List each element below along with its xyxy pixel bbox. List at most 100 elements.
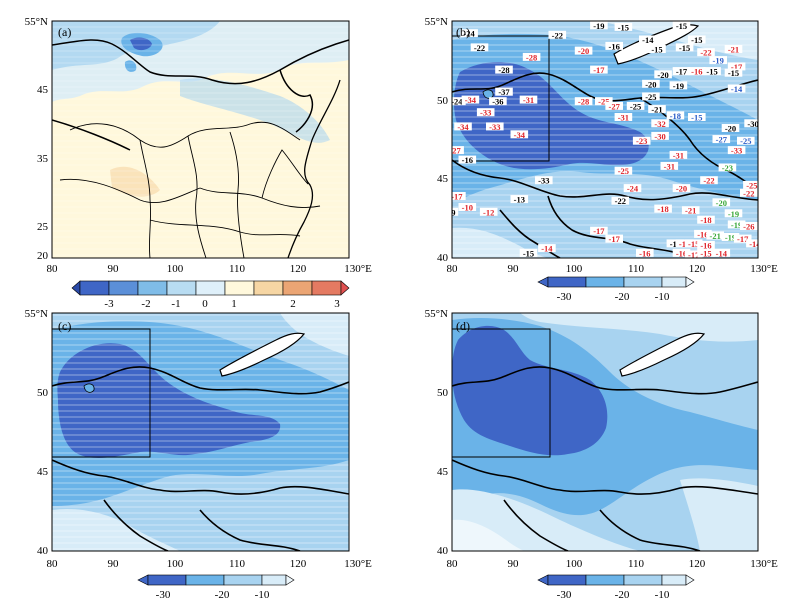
station-value-label: -28 [526,52,537,62]
station-value-label: -27 [449,146,461,156]
panel-b-stations: -24-22-22-19 -15 -15-14-16 -15 -15-15-20 -22-… [448,21,758,258]
station-value-label: -15 [688,239,699,249]
station-label-bg [452,97,466,106]
station-value-label: -15 [651,45,662,55]
station-label-bg [746,239,758,248]
station-label-bg [605,234,623,243]
panel-a-x-ticks: 80 90 100 110 120 130°E [47,263,373,275]
station-label-bg [605,41,623,50]
panel-c: (c) 55°N 50 45 40 80 90 100 110 120 130°… [25,308,372,601]
station-value-label: -34 [514,130,526,140]
station-label-bg [590,21,608,30]
panel-b-x-tick: 90 [508,263,520,275]
panel-d-colorbar-label: -20 [615,589,630,601]
station-label-bg [727,220,746,229]
station-label-bg [510,130,529,139]
station-value-label: -15 [679,43,690,53]
panel-b-colorbar-label: -20 [615,291,630,303]
panel-b-colorbar-labels: -30 -20 -10 [557,291,670,303]
station-value-label: -15 [676,21,687,31]
panel-d-map [452,313,758,551]
station-value-label: -21 [728,45,739,55]
panel-b-y-tick: 55°N [425,16,448,28]
station-value-label: -34 [457,122,469,132]
station-label-bg [595,97,613,106]
station-label-bg [651,131,669,140]
panel-c-frame [51,312,350,552]
panel-d-baikal [619,332,706,377]
station-value-label: -19 [725,233,736,243]
station-value-label: -22 [474,43,485,53]
station-value-label: -25 [630,101,641,111]
station-label-bg [614,166,633,175]
panel-c-colorbar-label: -30 [156,589,171,601]
panel-b-colorbar-label: -10 [655,291,670,303]
station-label-bg [724,68,743,77]
station-value-label: -16 [697,229,708,239]
station-value-label: -25 [746,180,757,190]
station-value-label: -20 [676,184,687,194]
station-value-label: -21 [685,206,696,216]
station-label-bg [460,29,478,38]
station-label-bg [458,203,477,211]
panel-b-y-tick: 45 [437,173,449,185]
panel-d-x-tick: 100 [566,558,583,570]
panel-a-y-ticks: 55°N 45 35 25 20 [25,16,49,262]
station-label-bg [718,163,737,172]
station-value-label: -19 [593,21,604,31]
station-label-bg [458,155,477,164]
station-label-bg [642,92,660,101]
station-label-bg [461,95,480,104]
station-value-label: -27 [609,101,621,111]
station-value-label: -32 [654,119,665,129]
panel-a-x-tick: 90 [108,263,120,275]
station-label-bg [651,119,669,128]
station-label-bg [519,95,538,104]
station-value-label: -28 [578,97,589,107]
station-value-label: -25 [645,92,656,102]
panel-a-frame [51,20,350,259]
station-label-bg [574,97,593,106]
station-label-bg [700,176,718,185]
station-label-bg [733,234,752,243]
station-value-label: -31 [523,95,534,105]
station-value-label: -19 [731,220,742,230]
station-label-bg [452,146,464,155]
station-label-bg [486,122,504,131]
station-value-label: -30 [654,131,665,141]
station-label-bg [636,248,654,257]
station-value-label: -18 [700,215,711,225]
station-label-bg [697,240,715,249]
panel-c-baikal [219,332,306,377]
station-label-bg [697,215,715,224]
station-label-bg [672,184,691,193]
panel-d-y-tick: 40 [437,545,449,557]
station-value-label: -15 [706,67,717,77]
panel-c-colorbar-label: -20 [215,589,230,601]
panel-a-colorbar-label: 1 [231,298,237,310]
station-label-bg [476,108,495,117]
station-value-label: -9 [448,207,455,217]
station-value-label: -17 [731,62,743,72]
panel-a-colorbar-label: 0 [202,298,208,310]
station-value-label: -33 [538,176,549,186]
station-label-bg [737,136,755,145]
panel-b-y-tick: 40 [437,252,449,264]
station-value-label: -25 [618,166,629,176]
panel-b-study-box [452,35,550,162]
station-label-bg [605,101,623,110]
panel-a-y-tick: 25 [37,221,49,233]
panel-d-colorbar-labels: -30 -20 -10 [557,589,670,601]
station-value-label: -22 [615,196,626,206]
station-label-bg [724,209,743,218]
station-value-label: -33 [731,146,742,156]
panel-b-colorbar [537,276,695,288]
panel-b-x-ticks: 80 90 100 110 120 130°E [447,263,779,275]
panel-d-shade-white-sw [452,519,524,551]
panel-c-y-ticks: 55°N 50 45 40 [25,308,49,557]
station-value-label: -19 [713,56,724,66]
station-label-bg [672,21,691,30]
panel-a-x-tick: 80 [47,263,59,275]
panel-c-country-borders [52,366,349,551]
